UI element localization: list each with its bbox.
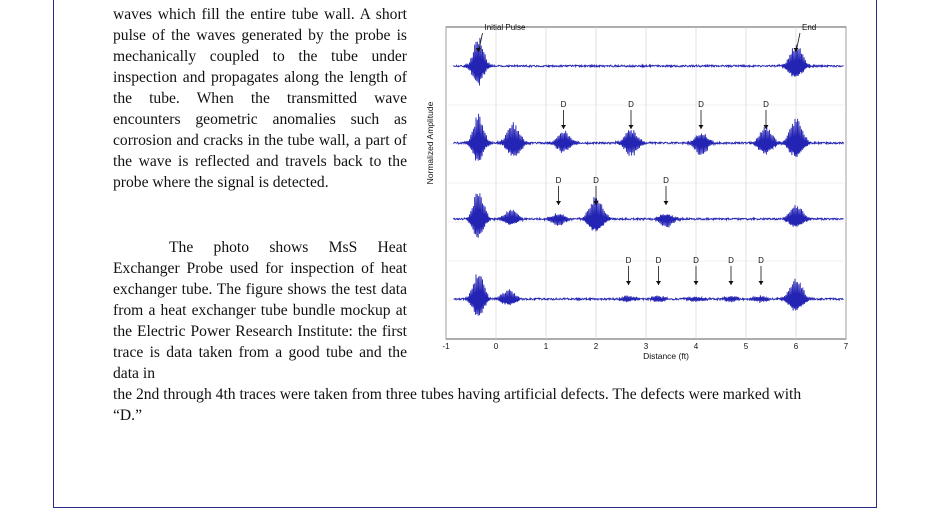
page-frame bbox=[53, 0, 877, 508]
x-tick-label: 6 bbox=[794, 342, 799, 351]
trace-1-annotation: End bbox=[802, 23, 816, 32]
body-paragraph-2-continued: the 2nd through 4th traces were taken fr… bbox=[113, 386, 802, 424]
y-axis-label: Normalized Amplitude bbox=[425, 101, 435, 184]
trace-1-waveform bbox=[453, 37, 844, 86]
trace-4-annotation: D bbox=[758, 256, 764, 265]
annotation-arrow-head bbox=[656, 281, 661, 285]
annotation-arrow-head bbox=[758, 281, 764, 285]
annotation-arrow-head bbox=[628, 125, 634, 129]
x-tick-label: 4 bbox=[694, 342, 699, 351]
x-axis-label: Distance (ft) bbox=[643, 351, 689, 361]
x-tick-label: -1 bbox=[442, 342, 450, 351]
annotation-arrow-head bbox=[476, 48, 481, 52]
annotation-arrow-head bbox=[793, 48, 799, 52]
trace-4-annotation: D bbox=[693, 256, 699, 265]
annotation-arrow-head bbox=[728, 281, 734, 285]
traces-chart: -1 0 1 2 3 4 5 6 7 Distance (ft) Normalized Amplit… bbox=[425, 23, 849, 361]
trace-2-annotation: D bbox=[628, 100, 634, 109]
trace-2-annotation: D bbox=[763, 100, 769, 109]
ultrasonic-traces-figure: -1 0 1 2 3 4 5 6 7 Distance (ft) Normalized Amplit… bbox=[420, 22, 860, 367]
x-tick-label: 5 bbox=[744, 342, 749, 351]
annotation-arrow-head bbox=[698, 125, 704, 129]
trace-3-annotation: D bbox=[556, 176, 562, 185]
trace-2-annotation: D bbox=[561, 100, 567, 109]
trace-1-annotation: Initial Pulse bbox=[485, 23, 526, 32]
trace-3-annotation: D bbox=[593, 176, 599, 185]
annotation-arrow-head bbox=[763, 125, 769, 129]
body-paragraph-1: waves which fill the entire tube wall. A… bbox=[113, 6, 407, 191]
annotation-arrow-head bbox=[561, 125, 566, 129]
x-tick-label: 2 bbox=[594, 342, 599, 351]
x-tick-label: 0 bbox=[494, 342, 499, 351]
trace-4-annotation: D bbox=[626, 256, 632, 265]
annotation-arrow-head bbox=[626, 281, 631, 285]
trace-4-annotation: D bbox=[656, 256, 662, 265]
annotation-arrow-head bbox=[663, 201, 669, 205]
trace-3-waveform bbox=[453, 193, 844, 238]
x-tick-label: 1 bbox=[544, 342, 549, 351]
x-tick-label: 3 bbox=[644, 342, 649, 351]
annotation-arrow-head bbox=[556, 201, 561, 205]
trace-4-annotation: D bbox=[728, 256, 734, 265]
trace-4-waveform bbox=[453, 274, 844, 316]
trace-3-annotation: D bbox=[663, 176, 669, 185]
annotation-arrow-head bbox=[693, 281, 699, 285]
x-tick-label: 7 bbox=[844, 342, 849, 351]
annotation-arrow-head bbox=[593, 201, 599, 205]
trace-2-waveform bbox=[453, 113, 844, 161]
body-paragraph-2: The photo shows MsS Heat Exchanger Probe… bbox=[113, 239, 407, 382]
trace-2-annotation: D bbox=[698, 100, 704, 109]
